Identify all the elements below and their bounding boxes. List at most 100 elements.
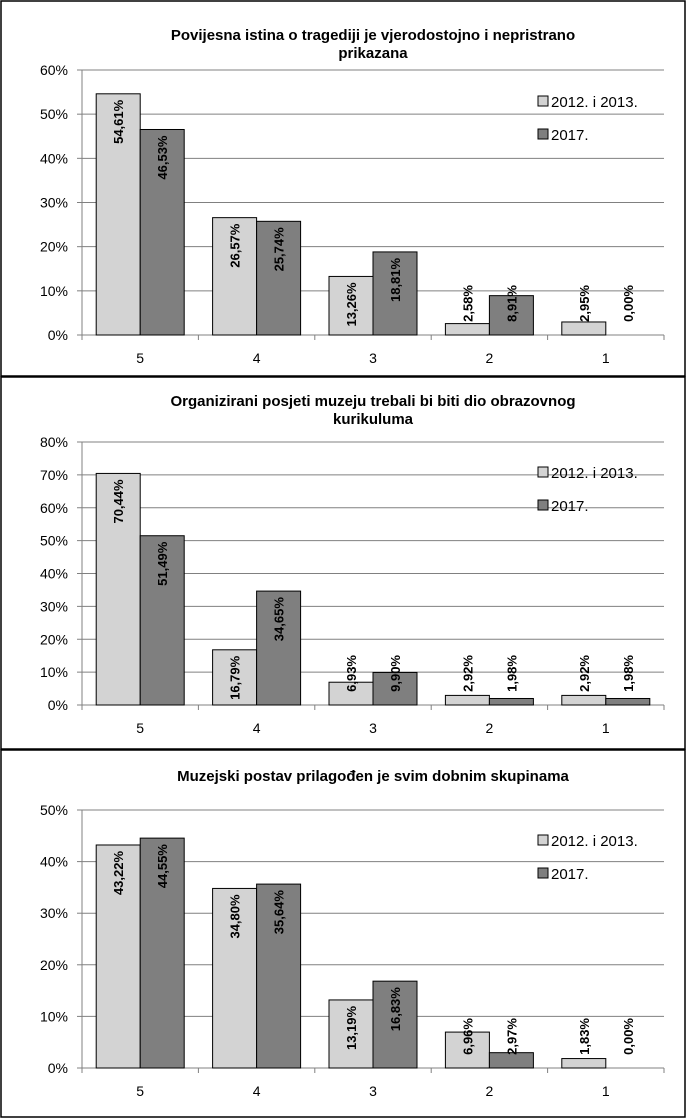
x-tick-label: 4	[253, 1083, 261, 1099]
data-label: 2,95%	[577, 285, 592, 322]
y-tick-label: 10%	[40, 283, 68, 299]
bar	[444, 1031, 490, 1069]
y-tick-label: 30%	[40, 195, 68, 211]
data-label: 26,57%	[228, 223, 243, 268]
y-tick-label: 10%	[40, 1008, 68, 1024]
legend-label: 2012. i 2013.	[551, 465, 638, 482]
chart-title: Povijesna istina o tragediji je vjerodos…	[171, 27, 575, 44]
data-label: 1,98%	[504, 655, 519, 692]
chart-title: Organizirani posjeti muzeju trebali bi b…	[170, 393, 575, 410]
x-tick-label: 3	[369, 720, 377, 736]
bar	[488, 697, 534, 706]
y-tick-label: 40%	[40, 854, 68, 870]
bar	[605, 697, 651, 706]
data-label: 25,74%	[272, 227, 287, 272]
bar	[212, 649, 258, 706]
chart-title: prikazana	[338, 45, 408, 62]
data-label: 6,96%	[460, 1018, 475, 1055]
bar	[95, 844, 141, 1069]
y-tick-label: 0%	[48, 1060, 68, 1076]
data-label: 16,83%	[388, 987, 403, 1032]
y-tick-label: 60%	[40, 500, 68, 516]
x-tick-label: 5	[136, 720, 144, 736]
x-tick-label: 2	[486, 720, 494, 736]
y-tick-label: 50%	[40, 802, 68, 818]
data-label: 0,00%	[621, 1018, 636, 1055]
x-tick-label: 4	[253, 720, 261, 736]
chart-panel: Povijesna istina o tragediji je vjerodos…	[0, 0, 686, 377]
bar	[139, 535, 185, 706]
bar	[372, 251, 418, 336]
bar	[139, 128, 185, 336]
legend-swatch	[537, 466, 549, 478]
panel-frame	[0, 376, 686, 750]
bar	[372, 980, 418, 1069]
bar	[561, 1058, 607, 1069]
y-tick-label: 40%	[40, 566, 68, 582]
data-label: 51,49%	[155, 541, 170, 586]
legend-label: 2012. i 2013.	[551, 833, 638, 850]
y-tick-label: 0%	[48, 697, 68, 713]
bar	[95, 472, 141, 706]
legend-swatch	[537, 834, 549, 846]
x-tick-label: 5	[136, 350, 144, 366]
data-label: 13,19%	[344, 1006, 359, 1051]
bar	[139, 837, 185, 1069]
x-tick-label: 1	[602, 720, 610, 736]
data-label: 0,00%	[621, 285, 636, 322]
y-tick-label: 80%	[40, 434, 68, 450]
legend-label: 2017.	[551, 498, 589, 515]
legend-swatch	[537, 95, 549, 107]
bar	[488, 1052, 534, 1069]
y-tick-label: 60%	[40, 62, 68, 78]
y-tick-label: 20%	[40, 957, 68, 973]
panel-frame	[0, 749, 686, 1118]
data-label: 34,80%	[228, 894, 243, 939]
bar	[256, 883, 302, 1069]
legend-label: 2012. i 2013.	[551, 94, 638, 111]
y-tick-label: 70%	[40, 467, 68, 483]
bar	[328, 275, 374, 336]
legend-swatch	[537, 128, 549, 140]
y-tick-label: 20%	[40, 631, 68, 647]
y-tick-label: 20%	[40, 239, 68, 255]
chart-title: Muzejski postav prilagođen je svim dobni…	[177, 768, 569, 785]
data-label: 8,91%	[504, 285, 519, 322]
panel-frame	[0, 0, 686, 377]
bar	[488, 295, 534, 336]
data-label: 54,61%	[111, 99, 126, 144]
chart-panel: Organizirani posjeti muzeju trebali bi b…	[0, 376, 686, 750]
y-tick-label: 30%	[40, 905, 68, 921]
data-label: 35,64%	[272, 890, 287, 935]
data-label: 43,22%	[111, 851, 126, 896]
x-tick-label: 2	[486, 350, 494, 366]
data-label: 2,58%	[460, 285, 475, 322]
data-label: 2,97%	[504, 1018, 519, 1055]
data-label: 70,44%	[111, 479, 126, 524]
y-tick-label: 50%	[40, 106, 68, 122]
bar	[561, 694, 607, 706]
x-tick-label: 2	[486, 1083, 494, 1099]
bar	[95, 93, 141, 336]
bar	[444, 323, 490, 336]
data-label: 9,90%	[388, 655, 403, 692]
x-tick-label: 5	[136, 1083, 144, 1099]
x-tick-label: 3	[369, 1083, 377, 1099]
bar	[561, 321, 607, 336]
y-tick-label: 50%	[40, 533, 68, 549]
data-label: 6,93%	[344, 655, 359, 692]
x-tick-label: 3	[369, 350, 377, 366]
bar	[256, 220, 302, 336]
bar	[256, 590, 302, 706]
chart-title: kurikuluma	[333, 411, 414, 428]
x-tick-label: 4	[253, 350, 261, 366]
y-tick-label: 30%	[40, 598, 68, 614]
data-label: 1,98%	[621, 655, 636, 692]
data-label: 34,65%	[272, 597, 287, 642]
data-label: 2,92%	[460, 655, 475, 692]
y-tick-label: 10%	[40, 664, 68, 680]
legend-label: 2017.	[551, 866, 589, 883]
legend-swatch	[537, 499, 549, 511]
